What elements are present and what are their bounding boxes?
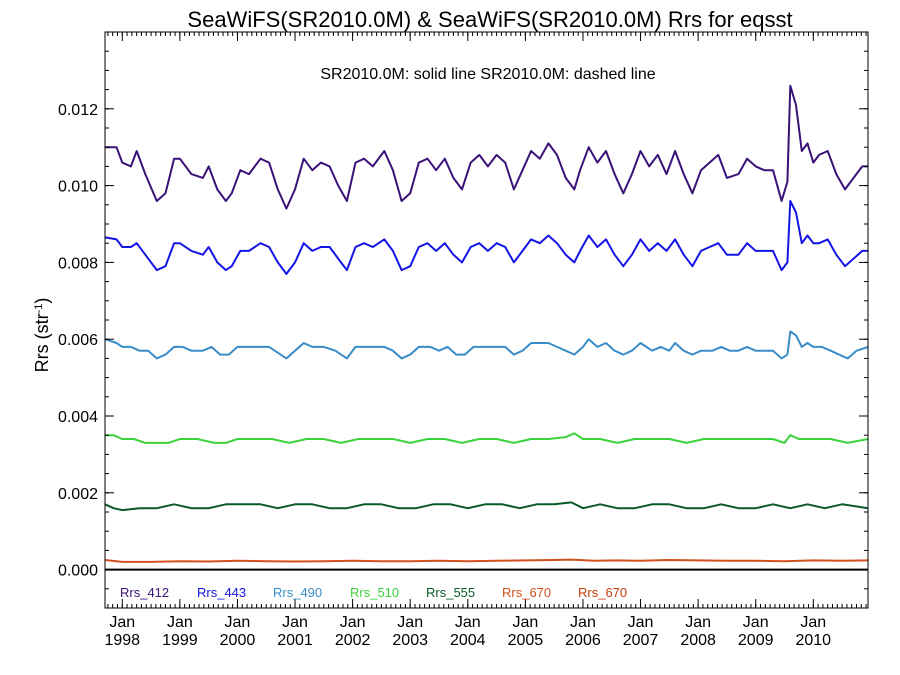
x-tick-year: 2003	[392, 632, 428, 649]
y-tick-label: 0.000	[58, 563, 98, 580]
series-line	[104, 330, 869, 360]
y-tick-label: 0.006	[58, 332, 98, 349]
y-tick-label: 0.008	[58, 255, 98, 272]
x-tick-year: 2002	[335, 632, 371, 649]
axis-ticks	[105, 31, 868, 609]
x-tick-month: Jan	[743, 614, 769, 631]
x-tick-month: Jan	[570, 614, 596, 631]
x-tick-month: Jan	[628, 614, 654, 631]
y-axis-label-superscript: -1	[33, 304, 45, 314]
x-tick-year: 1998	[104, 632, 140, 649]
y-axis-label: Rrs (str-1)	[32, 298, 52, 373]
y-tick-label: 0.002	[58, 486, 98, 503]
x-tick-month: Jan	[455, 614, 481, 631]
x-tick-year: 2004	[450, 632, 486, 649]
legend: Rrs_412 Rrs_443 Rrs_490 Rrs_510 Rrs_555 Rrs_6…	[120, 585, 627, 600]
x-tick-month: Jan	[225, 614, 251, 631]
y-axis-label-main: Rrs (str	[32, 313, 52, 372]
legend-entry: Rrs_555	[426, 585, 475, 600]
x-tick-year: 2009	[738, 632, 774, 649]
series-line	[104, 558, 869, 563]
x-tick-labels: Jan1998Jan1999Jan2000Jan2001Jan2002Jan20…	[104, 614, 831, 649]
chart-title: SeaWiFS(SR2010.0M) & SeaWiFS(SR2010.0M) …	[187, 7, 792, 32]
y-tick-label: 0.010	[58, 179, 98, 196]
x-tick-month: Jan	[282, 614, 308, 631]
y-tick-labels: 0.000 0.002 0.004 0.006 0.008 0.010 0.012	[58, 102, 98, 580]
legend-entry: Rrs_490	[273, 585, 322, 600]
y-tick-label: 0.012	[58, 102, 98, 119]
y-axis-label-close: )	[32, 298, 52, 304]
y-tick-label: 0.004	[58, 409, 98, 426]
x-tick-month: Jan	[340, 614, 366, 631]
x-tick-year: 2001	[277, 632, 313, 649]
x-tick-year: 2006	[565, 632, 601, 649]
x-tick-month: Jan	[109, 614, 135, 631]
x-tick-month: Jan	[397, 614, 423, 631]
x-tick-year: 2010	[795, 632, 831, 649]
legend-entry: Rrs_443	[197, 585, 246, 600]
line-style-annotation: SR2010.0M: solid line SR2010.0M: dashed …	[320, 66, 655, 83]
x-tick-year: 2008	[680, 632, 716, 649]
x-tick-year: 2005	[508, 632, 544, 649]
x-tick-year: 1999	[162, 632, 198, 649]
x-tick-year: 2000	[220, 632, 256, 649]
x-tick-year: 2007	[623, 632, 659, 649]
x-tick-month: Jan	[800, 614, 826, 631]
legend-entry: Rrs_510	[350, 585, 399, 600]
series-line	[105, 432, 869, 444]
x-tick-month: Jan	[685, 614, 711, 631]
x-tick-month: Jan	[167, 614, 193, 631]
series-layer	[104, 84, 869, 563]
series-line	[104, 501, 869, 512]
x-tick-month: Jan	[512, 614, 538, 631]
series-line	[105, 84, 868, 210]
legend-entry: Rrs_670	[578, 585, 627, 600]
series-line	[104, 200, 868, 275]
legend-entry: Rrs_670	[502, 585, 551, 600]
legend-entry: Rrs_412	[120, 585, 169, 600]
plot-frame	[104, 31, 869, 609]
